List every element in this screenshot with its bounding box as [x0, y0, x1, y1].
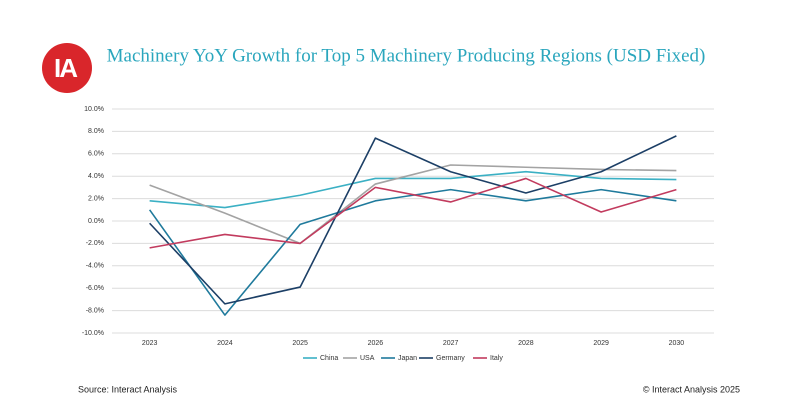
series-line	[148, 188, 677, 316]
x-tick-label: 2028	[518, 340, 534, 347]
y-tick-label: 0.0%	[88, 218, 104, 225]
y-tick-label: 2.0%	[88, 195, 104, 202]
y-tick-label: -4.0%	[86, 263, 104, 270]
y-tick-label: 10.0%	[84, 106, 104, 113]
series-line	[149, 164, 677, 245]
y-tick-label: 8.0%	[88, 128, 104, 135]
y-tick-label: -2.0%	[86, 240, 104, 247]
series-line	[149, 135, 677, 305]
logo-circle	[42, 43, 92, 93]
chart-title: Machinery YoY Growth for Top 5 Machinery…	[107, 45, 706, 66]
x-tick-label: 2026	[368, 340, 384, 347]
x-tick-label: 2025	[292, 340, 308, 347]
copyright: © Interact Analysis 2025	[643, 384, 740, 394]
y-tick-label: 6.0%	[88, 151, 104, 158]
legend-label: Italy	[490, 355, 503, 362]
series-line	[149, 170, 677, 209]
y-tick-label: -6.0%	[86, 285, 104, 292]
legend-label: Japan	[398, 355, 417, 362]
series-line	[149, 177, 677, 249]
x-tick-label: 2023	[142, 340, 158, 347]
logo-text: IA	[54, 53, 78, 83]
legend-label: Germany	[436, 355, 465, 362]
y-tick-label: -8.0%	[86, 307, 104, 314]
legend-label: USA	[360, 355, 375, 362]
x-tick-label: 2024	[217, 340, 233, 347]
source: Source: Interact Analysis	[78, 384, 178, 394]
y-tick-label: -10.0%	[82, 330, 104, 337]
x-tick-label: 2030	[669, 340, 685, 347]
x-tick-label: 2029	[593, 340, 609, 347]
x-tick-label: 2027	[443, 340, 459, 347]
legend-label: China	[320, 355, 338, 362]
y-tick-label: 4.0%	[88, 173, 104, 180]
